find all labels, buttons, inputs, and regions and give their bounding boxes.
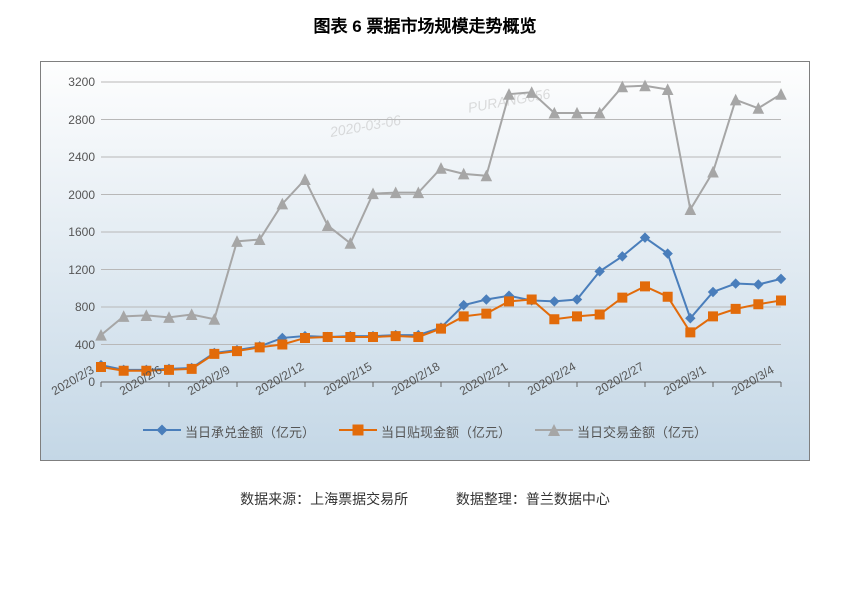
series-marker	[709, 312, 718, 321]
series-marker	[708, 167, 718, 177]
source-line: 数据来源：上海票据交易所 数据整理：普兰数据中心	[0, 489, 850, 509]
series-marker	[618, 293, 627, 302]
series-marker	[187, 364, 196, 373]
series-marker	[527, 295, 536, 304]
series-marker	[119, 366, 128, 375]
series-marker	[686, 328, 695, 337]
legend-label: 当日交易金额（亿元）	[577, 422, 707, 441]
series-marker	[777, 296, 786, 305]
y-tick-label: 2800	[68, 113, 95, 127]
series-marker	[323, 220, 333, 230]
chart-area: 2020-03-06PURANG656 04008001200160020002…	[40, 61, 810, 461]
series-marker	[165, 365, 174, 374]
series-marker	[323, 333, 332, 342]
y-tick-label: 2000	[68, 188, 95, 202]
y-tick-label: 800	[75, 300, 95, 314]
series-marker	[731, 95, 741, 105]
series-marker	[777, 274, 786, 283]
y-tick-label: 1200	[68, 263, 95, 277]
series-marker	[210, 349, 219, 358]
series-marker	[391, 332, 400, 341]
svg-text:2020-03-06: 2020-03-06	[328, 112, 402, 140]
series-marker	[663, 292, 672, 301]
series-marker	[595, 310, 604, 319]
chart-title: 图表 6 票据市场规模走势概览	[0, 0, 850, 43]
series-marker	[233, 347, 242, 356]
series-marker	[550, 315, 559, 324]
series-marker	[97, 363, 106, 372]
series-line	[101, 238, 781, 370]
series-marker	[550, 297, 559, 306]
legend-swatch	[143, 423, 181, 440]
plot-region: 2020-03-06PURANG656 04008001200160020002…	[101, 82, 781, 382]
series-marker	[754, 300, 763, 309]
legend-swatch	[339, 423, 377, 440]
legend-item: 当日交易金额（亿元）	[535, 422, 707, 441]
y-tick-label: 3200	[68, 75, 95, 89]
source-label-1: 数据来源：	[240, 491, 310, 507]
series-marker	[482, 295, 491, 304]
legend: 当日承兑金额（亿元） 当日贴现金额（亿元） 当日交易金额（亿元）	[41, 422, 809, 441]
series-marker	[753, 103, 763, 113]
y-tick-label: 2400	[68, 150, 95, 164]
source-value-2: 普兰数据中心	[526, 491, 610, 507]
series-marker	[437, 324, 446, 333]
series-marker	[255, 343, 264, 352]
series-marker	[278, 340, 287, 349]
series-marker	[346, 333, 355, 342]
series-marker	[731, 304, 740, 313]
y-tick-label: 400	[75, 338, 95, 352]
series-marker	[414, 333, 423, 342]
series-marker	[459, 312, 468, 321]
series-marker	[482, 309, 491, 318]
series-marker	[505, 297, 514, 306]
series-line	[101, 86, 781, 335]
series-marker	[685, 205, 695, 215]
legend-item: 当日承兑金额（亿元）	[143, 422, 315, 441]
series-marker	[641, 282, 650, 291]
y-tick-label: 1600	[68, 225, 95, 239]
series-marker	[776, 89, 786, 99]
series-marker	[300, 175, 310, 185]
source-value-1: 上海票据交易所	[310, 491, 408, 507]
legend-label: 当日承兑金额（亿元）	[185, 422, 315, 441]
series-marker	[754, 280, 763, 289]
series-marker	[369, 333, 378, 342]
series-marker	[731, 279, 740, 288]
legend-item: 当日贴现金额（亿元）	[339, 422, 511, 441]
plot-svg: 2020-03-06PURANG656	[101, 82, 781, 382]
legend-label: 当日贴现金额（亿元）	[381, 422, 511, 441]
page-container: 图表 6 票据市场规模走势概览 2020-03-06PURANG656 0400…	[0, 0, 850, 600]
series-marker	[301, 333, 310, 342]
legend-swatch	[535, 423, 573, 440]
series-marker	[573, 312, 582, 321]
source-label-2: 数据整理：	[456, 491, 526, 507]
